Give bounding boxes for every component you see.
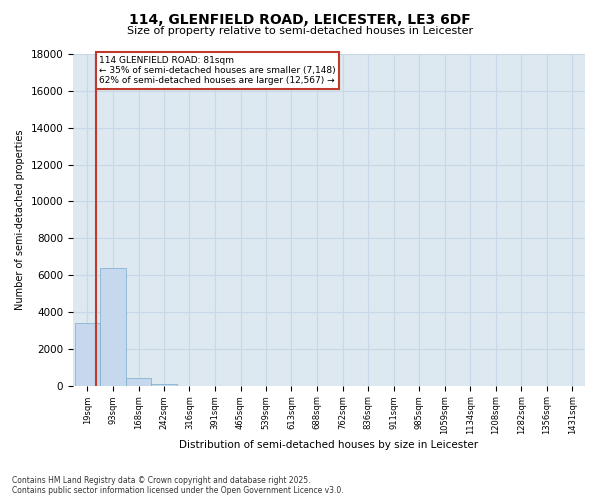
Text: 114, GLENFIELD ROAD, LEICESTER, LE3 6DF: 114, GLENFIELD ROAD, LEICESTER, LE3 6DF (129, 12, 471, 26)
Text: Contains HM Land Registry data © Crown copyright and database right 2025.
Contai: Contains HM Land Registry data © Crown c… (12, 476, 344, 495)
Text: Size of property relative to semi-detached houses in Leicester: Size of property relative to semi-detach… (127, 26, 473, 36)
Y-axis label: Number of semi-detached properties: Number of semi-detached properties (15, 130, 25, 310)
Bar (75, 323, 100, 386)
Bar (100, 268, 125, 386)
X-axis label: Distribution of semi-detached houses by size in Leicester: Distribution of semi-detached houses by … (179, 440, 479, 450)
Bar (151, 384, 177, 386)
Text: 114 GLENFIELD ROAD: 81sqm
← 35% of semi-detached houses are smaller (7,148)
62% : 114 GLENFIELD ROAD: 81sqm ← 35% of semi-… (99, 56, 335, 86)
Bar (126, 378, 151, 386)
